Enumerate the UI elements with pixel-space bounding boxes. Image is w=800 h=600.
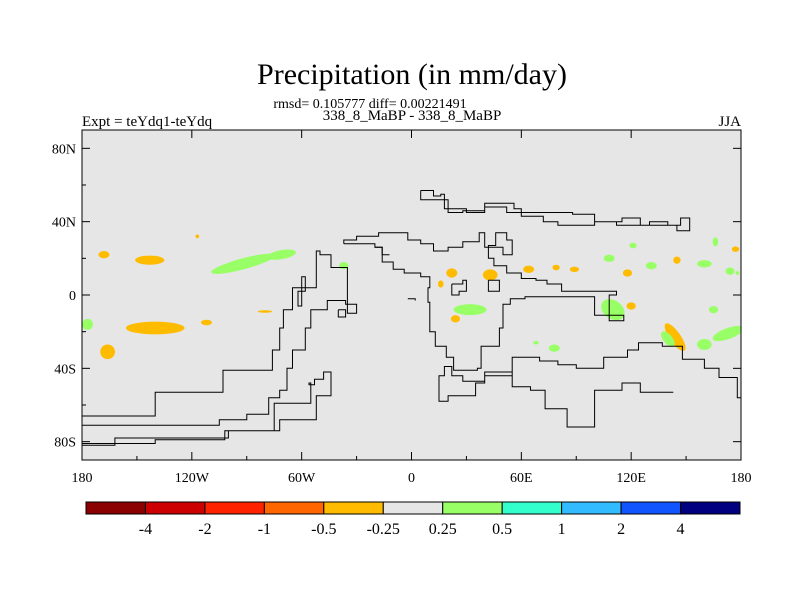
anomaly-patch [725, 267, 735, 275]
anomaly-patch [708, 306, 719, 314]
y-tick-label: 80S [54, 436, 76, 451]
map-background [82, 130, 741, 460]
anomaly-patch [603, 254, 615, 262]
anomaly-patch [438, 280, 444, 288]
x-tick-label: 120E [616, 471, 646, 486]
colorbar: -4 -2 -1 -0.5 -0.25 0.25 0.5 1 2 4 [85, 501, 741, 538]
coastline [438, 342, 741, 428]
anomaly-patch [453, 304, 487, 316]
anomaly-patch [626, 302, 636, 310]
anomaly-patch [482, 269, 498, 281]
anomaly-patch [645, 262, 657, 270]
coastline [337, 309, 347, 318]
colorbar-swatch [620, 501, 682, 515]
colorbar-label: 1 [558, 521, 566, 538]
coastline [487, 279, 500, 292]
anomaly-patch [267, 249, 296, 260]
colorbar-label: 2 [617, 521, 625, 538]
anomaly-patch [629, 242, 637, 249]
case-label: 338_8_MaBP - 338_8_MaBP [323, 108, 502, 124]
season-label: JJA [718, 114, 741, 130]
y-tick-label: 40N [52, 216, 76, 231]
y-tick-label: 80N [52, 142, 76, 157]
anomaly-patch [533, 340, 539, 345]
coastline [343, 232, 625, 371]
anomaly-patch [82, 318, 93, 330]
colorbar-swatch [680, 501, 741, 515]
x-tick-label: 120W [175, 471, 210, 486]
coastline [407, 298, 416, 301]
anomaly-patch [731, 246, 740, 252]
anomaly-patch [664, 323, 686, 352]
colorbar-label: -0.25 [367, 521, 400, 538]
colorbar-swatch [263, 501, 325, 515]
x-tick-label: 0 [408, 471, 415, 486]
x-tick-label: 60W [288, 471, 316, 486]
coastline [82, 250, 358, 438]
y-tick-label: 0 [69, 289, 76, 304]
colorbar-label: -0.5 [311, 521, 336, 538]
colorbar-swatch [501, 501, 563, 515]
anomaly-patch [697, 260, 712, 268]
anomaly-patch [195, 234, 200, 239]
anomaly-patch [569, 266, 579, 273]
anomaly-patch [697, 339, 712, 350]
axis-ticks: 180 120W 60W 0 60E 120E 180 80N 40N 0 40S 80S [52, 130, 752, 486]
anomaly-patch [211, 253, 275, 274]
anomaly-patch [257, 310, 273, 313]
anomaly-patch [622, 269, 633, 277]
colorbar-swatch [144, 501, 206, 515]
experiment-label: Expt = teYdq1-teYdq [82, 114, 213, 130]
y-tick-label: 40S [54, 362, 76, 377]
colorbar-label: 0.5 [492, 521, 512, 538]
x-tick-label: 180 [731, 471, 752, 486]
colorbar-swatch [85, 501, 146, 515]
coastline [451, 279, 467, 296]
colorbar-label: -2 [198, 521, 211, 538]
anomaly-patch [100, 344, 115, 360]
anomaly-patch [446, 268, 458, 278]
colorbar-swatch [204, 501, 265, 515]
rmsd-subtitle: rmsd= 0.105777 diff= 0.00221491 [273, 97, 466, 112]
anomaly-patch [523, 265, 535, 274]
x-tick-label: 180 [72, 471, 93, 486]
coastline [82, 371, 332, 449]
colorbar-label: -1 [258, 521, 271, 538]
colorbar-swatch [442, 501, 503, 515]
anomaly-patch [450, 315, 461, 323]
anomaly-patch [660, 331, 675, 347]
coastline-layer [82, 190, 741, 449]
anomaly-patch [200, 319, 212, 326]
colorbar-label: 0.25 [429, 521, 457, 538]
anomaly-patch [552, 264, 560, 271]
anomaly-patch [673, 256, 681, 264]
anomaly-patch [135, 255, 165, 265]
coastline [374, 246, 390, 256]
anomaly-patch [712, 325, 741, 342]
anomaly-patch [712, 237, 719, 247]
anomaly-patch [125, 321, 185, 335]
colorbar-label: 4 [677, 521, 685, 538]
colorbar-swatch [382, 501, 444, 515]
colorbar-label: -4 [139, 521, 152, 538]
anomaly-patch [98, 251, 110, 259]
coastline [420, 190, 691, 232]
colorbar-swatch [561, 501, 622, 515]
chart-title: Precipitation (in mm/day) [257, 58, 567, 91]
anomaly-patch [735, 271, 740, 275]
anomaly-patch [548, 344, 560, 352]
colorbar-swatch [323, 501, 384, 515]
x-tick-label: 60E [510, 471, 533, 486]
